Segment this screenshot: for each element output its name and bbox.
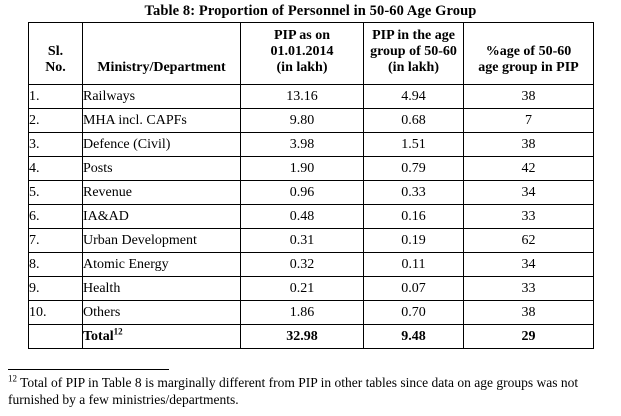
table-row: 5. Revenue 0.96 0.33 34 [28,180,594,205]
sl-no-cell: 8. [28,252,83,277]
pip-cell: 13.16 [240,84,364,109]
ministry-cell: Others [82,300,241,325]
ministry-cell: Defence (Civil) [82,132,241,157]
sl-no-cell: 10. [28,300,83,325]
column-header-pct: %age of 50-60 age group in PIP [463,22,594,85]
ministry-cell: MHA incl. CAPFs [82,108,241,133]
footnote-separator [8,369,169,370]
pip-total-cell: 32.98 [240,324,364,349]
sl-no-cell: 4. [28,156,83,181]
ministry-cell: IA&AD [82,204,241,229]
pip-cell: 3.98 [240,132,364,157]
header-row: Sl. No. Ministry/Department PIP as on 01… [28,22,594,85]
pct-cell: 38 [463,132,594,157]
pct-cell: 7 [463,108,594,133]
pct-cell: 38 [463,300,594,325]
ministry-cell: Health [82,276,241,301]
total-label: Total [83,328,114,344]
ministry-cell: Railways [82,84,241,109]
ministry-cell: Posts [82,156,241,181]
age-pip-cell: 1.51 [363,132,464,157]
age-pip-total-cell: 9.48 [363,324,464,349]
sl-no-cell: 1. [28,84,83,109]
table-row: 9. Health 0.21 0.07 33 [28,276,594,301]
pct-cell: 62 [463,228,594,253]
sl-no-cell [28,324,83,349]
sl-no-cell: 6. [28,204,83,229]
pct-cell: 42 [463,156,594,181]
age-pip-cell: 0.11 [363,252,464,277]
pip-cell: 0.48 [240,204,364,229]
age-pip-cell: 0.07 [363,276,464,301]
pip-cell: 1.86 [240,300,364,325]
age-pip-cell: 0.79 [363,156,464,181]
age-pip-cell: 0.68 [363,108,464,133]
table-title: Table 8: Proportion of Personnel in 50-6… [144,3,477,19]
pip-cell: 1.90 [240,156,364,181]
age-pip-cell: 0.16 [363,204,464,229]
pip-cell: 9.80 [240,108,364,133]
table-row: 3. Defence (Civil) 3.98 1.51 38 [28,132,594,157]
table-row: 7. Urban Development 0.31 0.19 62 [28,228,594,253]
pip-cell: 0.96 [240,180,364,205]
column-header-ministry: Ministry/Department [82,22,241,85]
total-row: Total12 32.98 9.48 29 [28,324,594,349]
pip-cell: 0.31 [240,228,364,253]
age-pip-cell: 4.94 [363,84,464,109]
table-row: 8. Atomic Energy 0.32 0.11 34 [28,252,594,277]
pct-cell: 38 [463,84,594,109]
table-row: 4. Posts 1.90 0.79 42 [28,156,594,181]
footnote-text: Total of PIP in Table 8 is marginally di… [8,375,579,407]
personnel-age-group-table: Sl. No. Ministry/Department PIP as on 01… [28,22,594,349]
pct-cell: 34 [463,180,594,205]
age-pip-cell: 0.33 [363,180,464,205]
ministry-cell: Atomic Energy [82,252,241,277]
table-row: 1. Railways 13.16 4.94 38 [28,84,594,109]
ministry-cell: Revenue [82,180,241,205]
column-header-pip: PIP as on 01.01.2014 (in lakh) [240,22,364,85]
sl-no-cell: 7. [28,228,83,253]
sl-no-cell: 3. [28,132,83,157]
age-pip-cell: 0.19 [363,228,464,253]
sl-no-cell: 2. [28,108,83,133]
table-row: 2. MHA incl. CAPFs 9.80 0.68 7 [28,108,594,133]
column-header-age-pip: PIP in the age group of 50-60 (in lakh) [363,22,464,85]
pip-cell: 0.21 [240,276,364,301]
sl-no-cell: 5. [28,180,83,205]
age-pip-cell: 0.70 [363,300,464,325]
footnote: 12 Total of PIP in Table 8 is marginally… [8,374,616,408]
ministry-cell: Urban Development [82,228,241,253]
table-row: 6. IA&AD 0.48 0.16 33 [28,204,594,229]
pct-cell: 33 [463,204,594,229]
pct-cell: 33 [463,276,594,301]
pip-cell: 0.32 [240,252,364,277]
total-label-cell: Total12 [82,324,241,349]
table-row: 10. Others 1.86 0.70 38 [28,300,594,325]
sl-no-cell: 9. [28,276,83,301]
total-footnote-marker: 12 [113,325,123,336]
column-header-sl-no: Sl. No. [28,22,83,85]
pct-total-cell: 29 [463,324,594,349]
footnote-marker: 12 [8,373,17,384]
pct-cell: 34 [463,252,594,277]
